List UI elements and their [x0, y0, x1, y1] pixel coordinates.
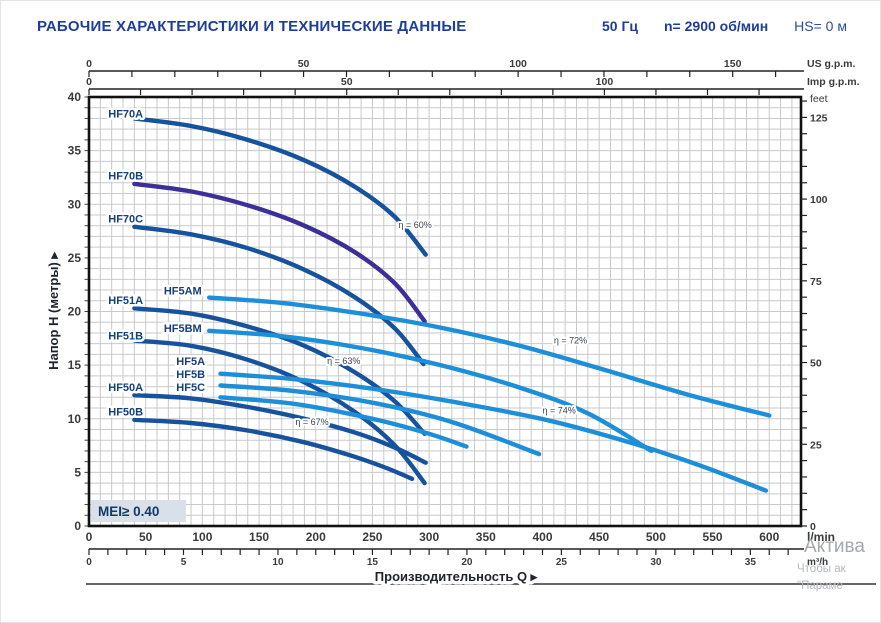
x-tick-label: 550 — [703, 530, 723, 544]
m3h-tick-label: 20 — [461, 557, 473, 568]
imp-gpm-unit-label: Imp g.p.m. — [807, 76, 860, 88]
imp-gpm-tick-label: 100 — [596, 76, 614, 88]
imp-gpm-tick-label: 50 — [341, 76, 353, 88]
m3h-tick-label: 30 — [650, 557, 662, 568]
x-unit-lmin: l/min — [807, 530, 835, 544]
efficiency-label: η = 60% — [399, 220, 432, 230]
efficiency-label: η = 74% — [543, 405, 576, 415]
x-tick-label: 100 — [192, 530, 212, 544]
m3h-unit-label: m³/h — [807, 557, 828, 568]
plot-border — [87, 95, 803, 528]
us-gpm-tick-label: 100 — [509, 58, 527, 70]
y-tick-label: 40 — [68, 90, 82, 104]
curve-HF50A — [132, 393, 428, 465]
x-tick-label: 600 — [759, 530, 779, 544]
mei-badge-bg — [91, 500, 186, 522]
x-tick-label: 50 — [139, 530, 153, 544]
x-tick-label: 250 — [362, 530, 382, 544]
curve-label-HF51B: HF51B — [108, 330, 143, 342]
curve-label-HF51A: HF51A — [108, 295, 143, 307]
curve-HF5B — [218, 383, 542, 457]
curve-HF5C — [218, 395, 469, 449]
feet-tick-label: 75 — [810, 276, 822, 288]
efficiency-label: η = 67% — [295, 417, 328, 427]
y-tick-label: 30 — [68, 197, 82, 211]
efficiency-label: η = 72% — [554, 336, 587, 346]
y-axis-title: Напор H (метры) ▸ — [46, 251, 61, 370]
x-tick-label: 0 — [86, 530, 93, 544]
header: РАБОЧИЕ ХАРАКТЕРИСТИКИ И ТЕХНИЧЕСКИЕ ДАН… — [37, 18, 847, 35]
us-gpm-tick-label: 50 — [298, 58, 310, 70]
imp-gpm-tick-label: 0 — [86, 76, 92, 88]
y-tick-label: 15 — [68, 358, 82, 372]
y-tick-label: 25 — [68, 251, 82, 265]
curve-HF70C — [132, 224, 426, 367]
m3h-tick-label: 35 — [745, 557, 757, 568]
curve-HF5BM — [207, 328, 654, 454]
page-title: РАБОЧИЕ ХАРАКТЕРИСТИКИ И ТЕХНИЧЕСКИЕ ДАН… — [37, 18, 467, 35]
us-gpm-tick-label: 0 — [86, 58, 92, 70]
curve-label-HF70C: HF70C — [108, 213, 143, 225]
y-tick-label: 20 — [68, 305, 82, 319]
y-tick-label: 5 — [74, 465, 81, 479]
y-tick-label: 10 — [68, 412, 82, 426]
y-tick-label: 35 — [68, 144, 82, 158]
x-axis-title: Производительность Q ▸ — [375, 569, 539, 584]
feet-tick-label: 100 — [810, 194, 828, 206]
us-gpm-tick-label: 150 — [724, 58, 742, 70]
mei-badge: MEI≥ 0.40 — [98, 504, 159, 519]
curve-HF70B — [132, 181, 427, 324]
x-tick-label: 300 — [419, 530, 439, 544]
speed-value: n= 2900 об/мин — [664, 18, 769, 34]
m3h-tick-label: 5 — [181, 557, 187, 568]
curve-label-HF5AM: HF5AM — [164, 285, 202, 297]
curve-label-HF5A: HF5A — [176, 356, 205, 368]
x-tick-label: 200 — [306, 530, 326, 544]
y-tick-label: 0 — [74, 519, 81, 533]
efficiency-label: η = 63% — [327, 356, 360, 366]
m3h-tick-label: 25 — [556, 557, 568, 568]
curve-label-HF70A: HF70A — [108, 108, 143, 120]
feet-unit-label: feet — [810, 93, 828, 105]
curve-HF5AM — [207, 295, 772, 418]
curve-HF50B — [132, 417, 415, 481]
m3h-tick-label: 15 — [367, 557, 379, 568]
feet-tick-label: 125 — [810, 112, 828, 124]
feet-tick-label: 50 — [810, 358, 822, 370]
curve-label-HF50B: HF50B — [108, 407, 143, 419]
x-tick-label: 500 — [646, 530, 666, 544]
header-specs: 50 Гц n= 2900 об/мин HS= 0 м — [602, 18, 847, 34]
feet-tick-label: 25 — [810, 439, 822, 451]
x-tick-label: 150 — [249, 530, 269, 544]
x-tick-label: 450 — [589, 530, 609, 544]
curve-HF5A — [218, 371, 769, 493]
x-tick-label: 400 — [532, 530, 552, 544]
m3h-tick-label: 10 — [272, 557, 284, 568]
us-gpm-unit-label: US g.p.m. — [807, 58, 856, 70]
curve-HF70A — [132, 116, 428, 257]
curve-label-HF5C: HF5C — [176, 382, 205, 394]
m3h-tick-label: 0 — [86, 557, 92, 568]
curve-label-HF5BM: HF5BM — [164, 323, 202, 335]
frequency-value: 50 Гц — [601, 18, 638, 34]
curve-label-HF50A: HF50A — [108, 382, 143, 394]
feet-tick-label: 0 — [810, 521, 816, 533]
curve-label-HF70B: HF70B — [108, 171, 143, 183]
curve-label-HF5B: HF5B — [176, 369, 205, 381]
x-tick-label: 350 — [476, 530, 496, 544]
curve-HF51A — [132, 306, 427, 436]
suction-head-value: HS= 0 м — [794, 18, 847, 34]
